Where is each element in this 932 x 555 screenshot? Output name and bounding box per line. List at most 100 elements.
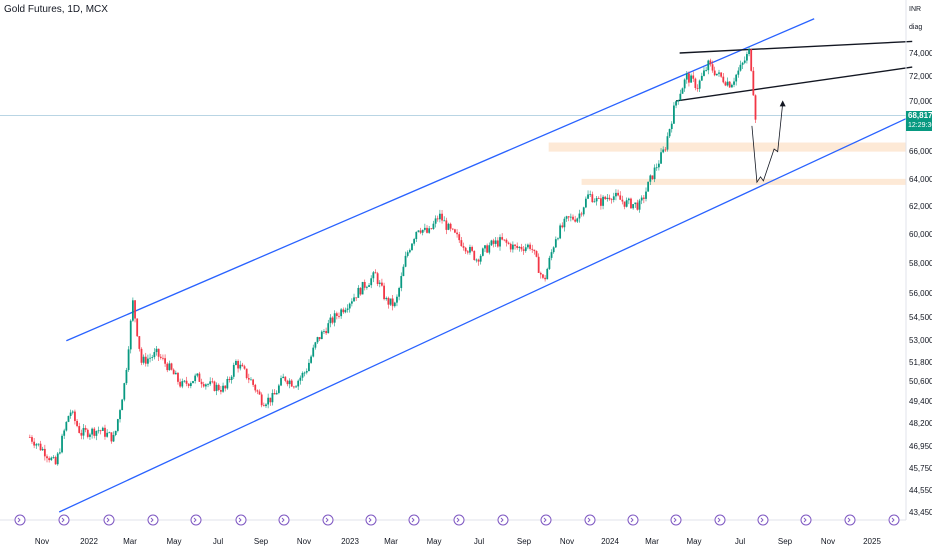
candle-body [587, 194, 589, 199]
scale-mode-label[interactable]: diag [909, 24, 923, 31]
candle-body [348, 303, 351, 309]
candle-body [617, 192, 619, 196]
candle-body [567, 216, 570, 218]
candle-body [71, 411, 74, 413]
candle-body [415, 231, 418, 240]
candle-body [189, 383, 192, 387]
candle-body [346, 308, 349, 310]
price-tick-label: 66,000 [909, 147, 932, 156]
candle-body [97, 430, 100, 432]
candle-body [411, 243, 413, 251]
candle-body [484, 245, 486, 249]
candle-body [703, 70, 705, 76]
candle-body [129, 320, 132, 350]
candle-body [168, 363, 171, 371]
candle-body [119, 410, 121, 420]
candle-body [438, 213, 441, 220]
price-tick-label: 74,000 [909, 49, 932, 58]
candle-body [110, 432, 113, 442]
candle-body [359, 287, 362, 295]
candle-body [331, 317, 334, 323]
time-tick-label: 2024 [601, 537, 619, 546]
wedge-upper-line [679, 40, 913, 54]
candle-body [381, 282, 383, 286]
time-tick-label: May [686, 537, 701, 546]
candle-body [147, 358, 149, 364]
candle-body [181, 381, 184, 387]
candle-body [200, 381, 203, 385]
candle-body [576, 218, 579, 222]
wedge-lower-line [675, 66, 913, 102]
candle-body [46, 456, 48, 459]
time-tick-label: Mar [123, 537, 137, 546]
projection-path [751, 103, 784, 184]
time-tick-label: May [166, 537, 181, 546]
candle-body [436, 218, 439, 220]
bar-countdown: 12:29:36 [908, 122, 932, 129]
candle-body [271, 393, 274, 403]
price-tick-label: 64,000 [909, 175, 932, 184]
candle-body [290, 380, 293, 387]
candle-body [170, 363, 173, 370]
candle-body [391, 298, 394, 307]
candle-body [464, 247, 467, 252]
candle-body [303, 372, 306, 374]
candle-body [527, 244, 529, 248]
candle-body [666, 136, 669, 150]
currency-label[interactable]: INR [909, 6, 922, 13]
candle-body [125, 369, 128, 384]
price-tick-label: 60,000 [909, 230, 932, 239]
event-marker-chevron-icon [325, 517, 329, 523]
candle-body [325, 331, 328, 334]
candle-body [518, 246, 521, 248]
candle-body [39, 443, 42, 451]
event-marker-chevron-icon [891, 517, 895, 523]
candle-body [327, 323, 330, 334]
candle-body [713, 70, 716, 76]
candle-body [61, 435, 63, 453]
candle-body [31, 437, 33, 442]
candle-body [565, 216, 568, 219]
candle-body [398, 288, 401, 297]
candle-body [443, 220, 446, 222]
candle-body [479, 255, 482, 262]
time-tick-label: Nov [297, 537, 311, 546]
candle-body [226, 378, 229, 389]
candle-body [754, 95, 757, 120]
candle-body [172, 369, 175, 375]
candle-body [33, 441, 36, 446]
supply-zone-2 [581, 178, 906, 185]
candle-body [400, 276, 403, 289]
candle-body [112, 434, 115, 442]
candle-body [213, 381, 216, 391]
time-tick-label: Nov [35, 537, 49, 546]
candle-body [308, 362, 310, 372]
candle-body [743, 60, 746, 63]
time-tick-label: Sep [254, 537, 269, 546]
candle-body [342, 309, 345, 313]
candle-body [685, 73, 688, 80]
candle-body [329, 317, 332, 324]
event-marker-chevron-icon [368, 517, 372, 523]
candle-body [370, 278, 373, 286]
candle-body [340, 309, 343, 317]
candle-body [286, 380, 289, 385]
candle-body [179, 381, 182, 387]
candle-body [546, 268, 549, 280]
candle-body [237, 360, 239, 369]
candle-body [275, 392, 278, 395]
candle-body [404, 255, 407, 267]
candle-body [739, 64, 742, 71]
candle-body [222, 385, 224, 392]
candle-body [28, 436, 31, 438]
candle-body [273, 393, 276, 395]
candle-body [41, 448, 44, 451]
candle-body [514, 244, 516, 246]
candle-body [54, 457, 57, 465]
candle-body [477, 259, 480, 262]
time-tick-label: Jul [735, 537, 745, 546]
candle-body [243, 366, 246, 369]
candle-body [683, 79, 686, 89]
